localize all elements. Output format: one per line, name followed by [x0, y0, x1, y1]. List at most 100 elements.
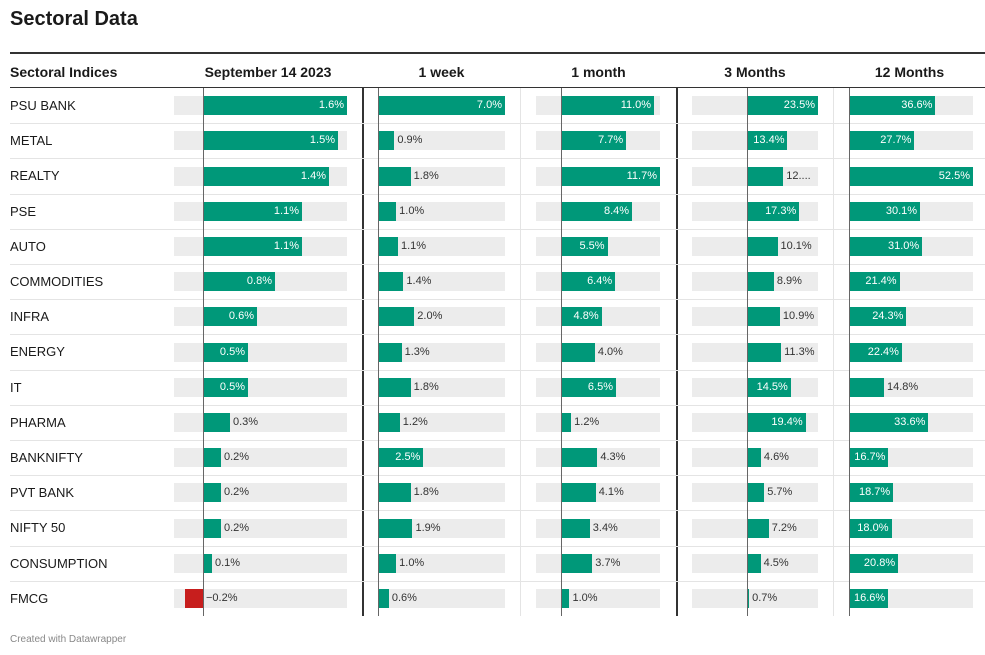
data-bar — [561, 448, 598, 468]
column-separator — [833, 88, 834, 616]
value-label: 4.0% — [597, 345, 623, 358]
bar-track — [174, 448, 347, 468]
data-bar — [203, 342, 248, 362]
bar-track — [536, 588, 660, 608]
row-label: PSE — [10, 203, 37, 219]
value-label: 10.1% — [780, 239, 812, 252]
data-bar — [849, 483, 894, 503]
data-bar — [747, 201, 800, 221]
value-label: 30.1% — [885, 204, 918, 217]
value-label: 6.4% — [587, 275, 613, 288]
row-label: IT — [10, 379, 22, 395]
bar-track — [174, 588, 347, 608]
top-rule — [10, 52, 985, 54]
header-rule — [10, 87, 985, 88]
data-bar — [378, 236, 398, 256]
value-label: 3.7% — [595, 556, 621, 569]
data-bar — [378, 201, 397, 221]
data-bar — [849, 518, 892, 538]
chart-title: Sectoral Data — [10, 8, 138, 30]
column-separator — [676, 88, 678, 616]
value-label: 7.2% — [771, 521, 797, 534]
data-bar — [203, 553, 212, 573]
value-label: 4.6% — [763, 451, 789, 464]
bar-track — [378, 236, 505, 256]
value-label: 8.4% — [603, 204, 630, 217]
data-bar — [849, 166, 973, 186]
value-label: 13.4% — [753, 134, 785, 147]
value-label: 17.3% — [765, 204, 797, 217]
zero-baseline — [378, 88, 379, 616]
value-label: 10.9% — [782, 310, 815, 323]
value-label: 1.0% — [572, 591, 598, 604]
column-header-day: September 14 2023 — [204, 64, 332, 80]
data-bar — [747, 412, 806, 432]
data-bar — [378, 307, 415, 327]
row-divider — [10, 123, 985, 125]
value-label: 5.5% — [579, 239, 605, 252]
row-divider — [10, 299, 985, 301]
value-label: 4.3% — [600, 451, 626, 464]
data-bar — [747, 342, 782, 362]
data-bar — [561, 166, 660, 186]
value-label: 7.0% — [476, 99, 502, 112]
row-label: NIFTY 50 — [10, 520, 66, 536]
data-bar — [185, 588, 203, 608]
value-label: 1.4% — [300, 169, 326, 182]
data-bar — [203, 236, 302, 256]
value-label: 0.8% — [246, 275, 272, 288]
zero-baseline — [747, 88, 748, 616]
data-bar — [203, 412, 230, 432]
row-divider — [10, 510, 985, 512]
data-bar — [561, 201, 633, 221]
column-header-week: 1 week — [418, 64, 465, 80]
data-bar — [378, 96, 505, 116]
zero-baseline — [203, 88, 204, 616]
value-label: 0.6% — [228, 310, 254, 323]
value-label: 1.6% — [318, 99, 344, 112]
value-label: 1.1% — [273, 204, 299, 217]
row-label: CONSUMPTION — [10, 555, 108, 571]
value-label: 3.4% — [592, 521, 618, 534]
data-bar — [203, 201, 302, 221]
data-bar — [378, 342, 402, 362]
row-label: FMCG — [10, 590, 49, 606]
value-label: 1.0% — [399, 204, 425, 217]
value-label: 27.7% — [880, 134, 912, 147]
value-label: 11.0% — [620, 99, 652, 112]
row-divider — [10, 228, 985, 230]
data-bar — [378, 131, 395, 151]
value-label: 0.1% — [215, 556, 241, 569]
bar-track — [536, 448, 660, 468]
data-bar — [747, 518, 769, 538]
data-bar — [849, 307, 907, 327]
data-bar — [561, 342, 595, 362]
value-label: 0.9% — [397, 134, 423, 147]
value-label: 1.2% — [574, 415, 600, 428]
row-label: PVT BANK — [10, 485, 75, 501]
bar-track — [378, 272, 505, 292]
value-label: 1.3% — [404, 345, 430, 358]
row-divider — [10, 440, 985, 441]
row-label: COMMODITIES — [10, 274, 104, 289]
data-bar — [747, 131, 788, 151]
value-label: 23.5% — [783, 99, 815, 112]
data-bar — [849, 342, 902, 362]
value-label: 1.8% — [413, 380, 439, 393]
bar-track — [378, 412, 505, 432]
data-bar — [849, 553, 899, 573]
bar-track — [692, 588, 818, 608]
value-label: 31.0% — [888, 239, 920, 252]
value-label: 21.4% — [865, 275, 897, 288]
row-divider — [10, 193, 985, 195]
bar-track — [174, 483, 347, 503]
value-label: 24.3% — [872, 310, 904, 323]
data-bar — [561, 96, 655, 116]
row-label: AUTO — [10, 238, 46, 254]
row-label: BANKNIFTY — [10, 450, 83, 465]
data-bar — [849, 96, 936, 116]
value-label: 7.7% — [598, 134, 624, 147]
bar-track — [378, 201, 505, 221]
value-label: 0.7% — [752, 591, 778, 604]
value-label: 8.9% — [776, 275, 802, 288]
